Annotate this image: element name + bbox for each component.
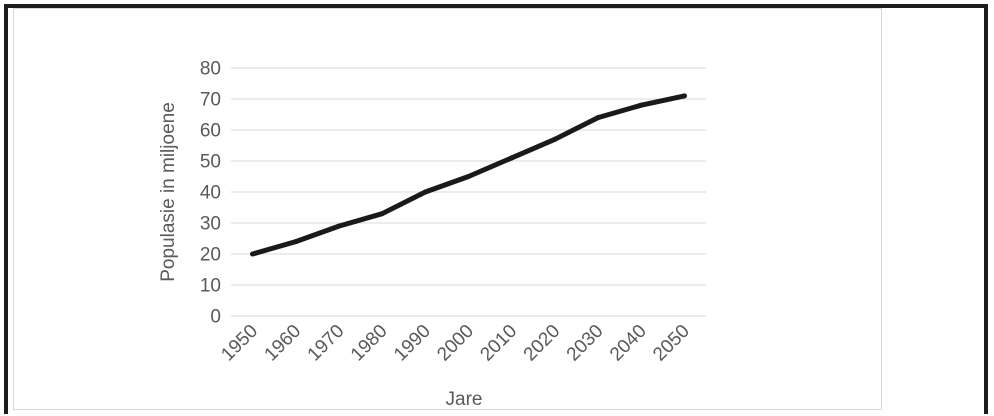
x-axis-label: Jare	[446, 389, 483, 409]
x-tick-label: 2030	[563, 321, 608, 366]
data-point	[681, 93, 687, 99]
data-point	[552, 136, 558, 142]
data-point	[379, 211, 385, 217]
y-tick-label: 30	[200, 214, 221, 235]
y-tick-label: 20	[200, 245, 221, 266]
data-point	[509, 155, 515, 161]
y-tick-label: 0	[210, 307, 221, 328]
data-point	[466, 174, 471, 179]
gridlines	[231, 67, 706, 317]
data-point	[293, 239, 299, 245]
chart-area: 0 10 20 30 40 50 60 70 80 1950 1960 1970 1980 1990 20…	[13, 8, 882, 410]
x-tick-label: 1950	[217, 321, 262, 366]
data-point	[250, 251, 256, 257]
data-point	[595, 115, 601, 121]
data-point	[638, 102, 644, 108]
y-tick-label: 60	[200, 121, 221, 142]
y-tick-label: 50	[200, 152, 221, 173]
y-tick-label: 80	[200, 59, 221, 80]
outer-frame	[4, 4, 988, 414]
y-tick-label: 10	[200, 276, 221, 297]
y-axis-label: Populasie in miljoene	[158, 102, 179, 282]
y-tick-label: 40	[200, 183, 221, 204]
y-axis-ticks: 0 10 20 30 40 50 60 70 80	[200, 59, 221, 328]
x-tick-label: 1960	[261, 321, 306, 366]
x-tick-label: 2050	[649, 321, 694, 366]
x-tick-label: 2020	[520, 321, 565, 366]
x-tick-label: 2010	[476, 321, 521, 366]
y-tick-label: 70	[200, 90, 221, 111]
x-tick-label: 1990	[390, 321, 435, 366]
data-point	[422, 189, 428, 195]
x-tick-label: 2000	[433, 321, 478, 366]
x-tick-label: 1970	[304, 321, 349, 366]
data-point	[336, 223, 342, 229]
series-layer	[250, 93, 687, 257]
x-tick-label: 2040	[606, 321, 651, 366]
x-axis-ticks: 1950196019701980199020002010202020302040…	[217, 321, 694, 366]
x-tick-label: 1980	[347, 321, 392, 366]
